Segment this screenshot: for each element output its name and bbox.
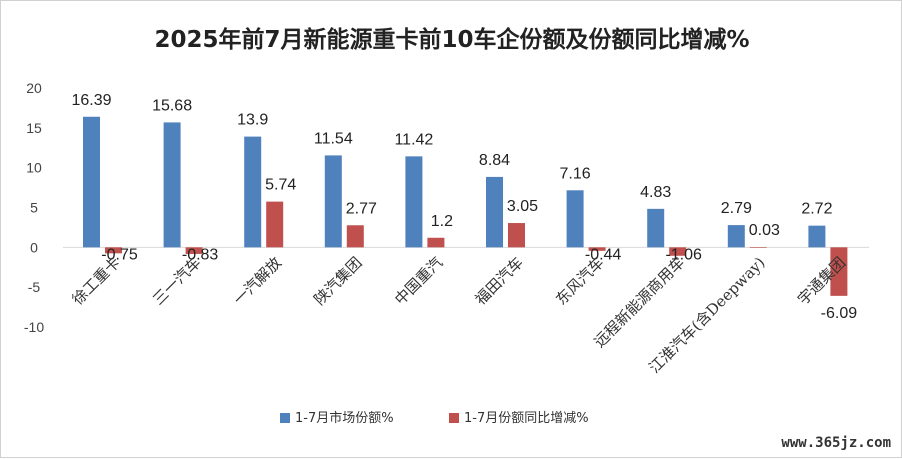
category-label: 陕汽集团 (310, 253, 365, 308)
y-tick-label: 20 (26, 80, 42, 96)
bar-market-share (486, 176, 503, 248)
category-label: 一汽解放 (230, 253, 285, 308)
data-label-yoy-change: -0.83 (182, 246, 219, 263)
bar-market-share (647, 208, 665, 248)
legend: 1-7月市场份额% 1-7月份额同比增减% (280, 410, 589, 426)
bar-market-share (727, 225, 745, 248)
data-label-yoy-change: -0.75 (101, 246, 138, 263)
chart-title: 2025年前7月新能源重卡前10车企份额及份额同比增减% (154, 26, 749, 53)
legend-label-yoy-change: 1-7月份额同比增减% (464, 411, 589, 426)
y-tick-label: -5 (28, 279, 41, 295)
bar-yoy-change (749, 247, 767, 248)
data-label-market-share: 13.9 (237, 112, 268, 129)
data-label-market-share: 15.68 (152, 97, 192, 114)
data-labels: 16.39 -0.75 15.68 -0.83 13.9 5.74 11.54 2.77 11.… (71, 92, 857, 322)
legend-swatch-market-share (280, 413, 290, 423)
category-label: 东风汽车 (552, 253, 607, 308)
y-tick-label: 10 (26, 160, 42, 176)
data-label-yoy-change: 5.74 (265, 177, 296, 194)
category-label: 三一汽车 (149, 253, 204, 308)
bar-market-share (324, 155, 342, 248)
data-label-market-share: 2.79 (721, 200, 752, 217)
category-label: 福田汽车 (472, 253, 527, 308)
y-tick-label: 5 (30, 200, 38, 216)
bar-yoy-change (266, 201, 284, 248)
bars (83, 116, 848, 296)
category-label: 徐工重卡 (69, 253, 124, 308)
data-label-market-share: 11.42 (394, 131, 433, 148)
bar-market-share (83, 116, 100, 248)
data-label-market-share: 7.16 (560, 165, 591, 182)
category-label: 中国重汽 (391, 253, 446, 308)
data-label-market-share: 8.84 (479, 152, 510, 169)
bar-market-share (244, 136, 262, 248)
data-label-market-share: 4.83 (640, 184, 671, 201)
data-label-yoy-change: 3.05 (507, 198, 538, 215)
bar-yoy-change (508, 223, 525, 248)
data-label-yoy-change: -0.44 (585, 246, 622, 263)
bar-yoy-change (346, 225, 364, 248)
data-label-market-share: 11.54 (314, 130, 353, 147)
bar-yoy-change (185, 247, 203, 254)
data-label-yoy-change: 1.2 (431, 213, 453, 230)
bar-yoy-change (669, 247, 687, 256)
data-label-market-share: 2.72 (801, 201, 832, 218)
data-label-yoy-change: -6.09 (821, 305, 858, 322)
data-label-yoy-change: -1.06 (665, 246, 702, 263)
data-label-yoy-change: 2.77 (346, 200, 377, 217)
bar-yoy-change (427, 237, 445, 248)
data-label-market-share: 16.39 (71, 92, 111, 109)
y-tick-label: 0 (30, 239, 38, 255)
category-labels: 徐工重卡 三一汽车 一汽解放 陕汽集团 中国重汽 福田汽车 东风汽车远程新能源商用车江淮汽车… (69, 253, 850, 376)
legend-swatch-yoy-change (449, 413, 459, 423)
y-tick-label: 15 (26, 120, 42, 136)
y-tick-label: -10 (24, 319, 44, 335)
bar-yoy-change (830, 247, 848, 296)
watermark: www.365jz.com (781, 435, 891, 451)
bar-market-share (163, 122, 181, 248)
bar-market-share (405, 156, 423, 248)
bar-yoy-change (588, 247, 606, 251)
data-label-yoy-change: 0.03 (749, 222, 780, 239)
legend-label-market-share: 1-7月市场份额% (295, 410, 394, 426)
y-axis: 20 15 10 5 0 -5 -10 (24, 80, 44, 335)
bar-market-share (566, 190, 584, 248)
bar-market-share (808, 225, 826, 248)
bar-yoy-change (105, 247, 122, 254)
